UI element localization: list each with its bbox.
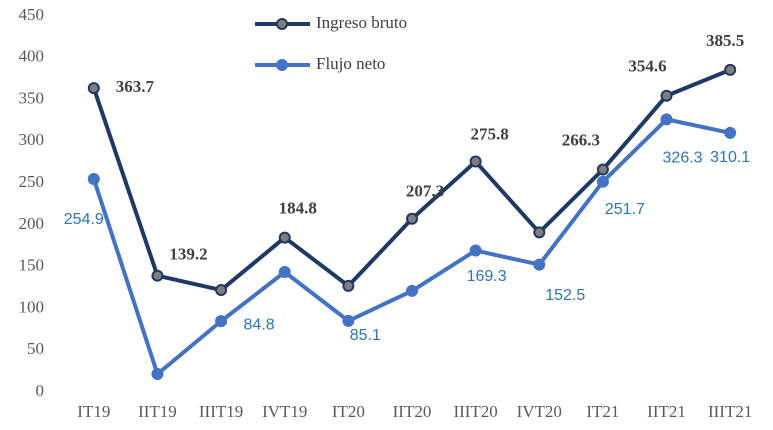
legend-label: Ingreso bruto [316, 13, 407, 32]
x-tick-label: IIT19 [138, 402, 177, 421]
data-label: 275.8 [471, 124, 509, 143]
point [724, 63, 737, 76]
y-tick-label: 450 [19, 5, 45, 24]
point [87, 82, 100, 95]
y-tick-label: 50 [27, 339, 44, 358]
data-label: 85.1 [350, 327, 381, 344]
legend-marker [276, 18, 288, 30]
data-label: 385.5 [706, 31, 744, 50]
data-label: 152.5 [545, 287, 585, 304]
point [533, 258, 546, 271]
x-tick-label: IIIT20 [453, 402, 497, 421]
point [278, 231, 291, 244]
data-label: 354.6 [628, 57, 666, 76]
y-tick-label: 400 [19, 47, 45, 66]
point [215, 315, 228, 328]
point [406, 212, 418, 225]
point [596, 175, 609, 188]
point [342, 314, 355, 327]
point [151, 368, 164, 381]
point [406, 284, 418, 297]
data-label: 310.1 [710, 149, 750, 166]
data-label: 207.3 [406, 182, 444, 201]
x-tick-label: IIIT21 [708, 402, 752, 421]
y-tick-label: 250 [19, 172, 45, 191]
point [724, 126, 737, 139]
x-tick-label: IT19 [77, 402, 110, 421]
x-tick-label: IVT20 [517, 402, 562, 421]
point [215, 284, 228, 297]
point [533, 226, 546, 239]
point [87, 173, 100, 186]
data-label: 363.7 [116, 77, 155, 96]
data-label: 184.8 [279, 198, 317, 217]
point [151, 269, 164, 282]
y-tick-label: 200 [19, 214, 45, 233]
legend-label: Flujo neto [316, 54, 385, 73]
point [278, 266, 291, 279]
x-tick-label: IT21 [586, 402, 619, 421]
data-label: 254.9 [64, 211, 104, 228]
y-tick-label: 300 [19, 130, 45, 149]
y-tick-label: 100 [19, 297, 45, 316]
point [342, 279, 355, 292]
point [660, 89, 673, 102]
x-tick-label: IVT19 [262, 402, 307, 421]
data-label: 84.8 [244, 316, 275, 333]
point [596, 163, 609, 176]
point [469, 244, 482, 257]
y-tick-label: 350 [19, 88, 45, 107]
x-tick-label: IT20 [332, 402, 365, 421]
point [469, 155, 482, 168]
x-tick-label: IIT21 [647, 402, 686, 421]
data-label: 139.2 [169, 245, 207, 264]
x-tick-label: IIIT19 [199, 402, 243, 421]
y-tick-label: 150 [19, 256, 45, 275]
data-label: 251.7 [605, 201, 645, 218]
data-label: 169.3 [467, 268, 507, 285]
y-tick-label: 0 [36, 381, 45, 400]
legend-marker [276, 59, 288, 71]
data-label: 326.3 [663, 150, 703, 167]
x-tick-label: IIT20 [393, 402, 432, 421]
data-label: 266.3 [562, 130, 600, 149]
point [660, 113, 673, 126]
